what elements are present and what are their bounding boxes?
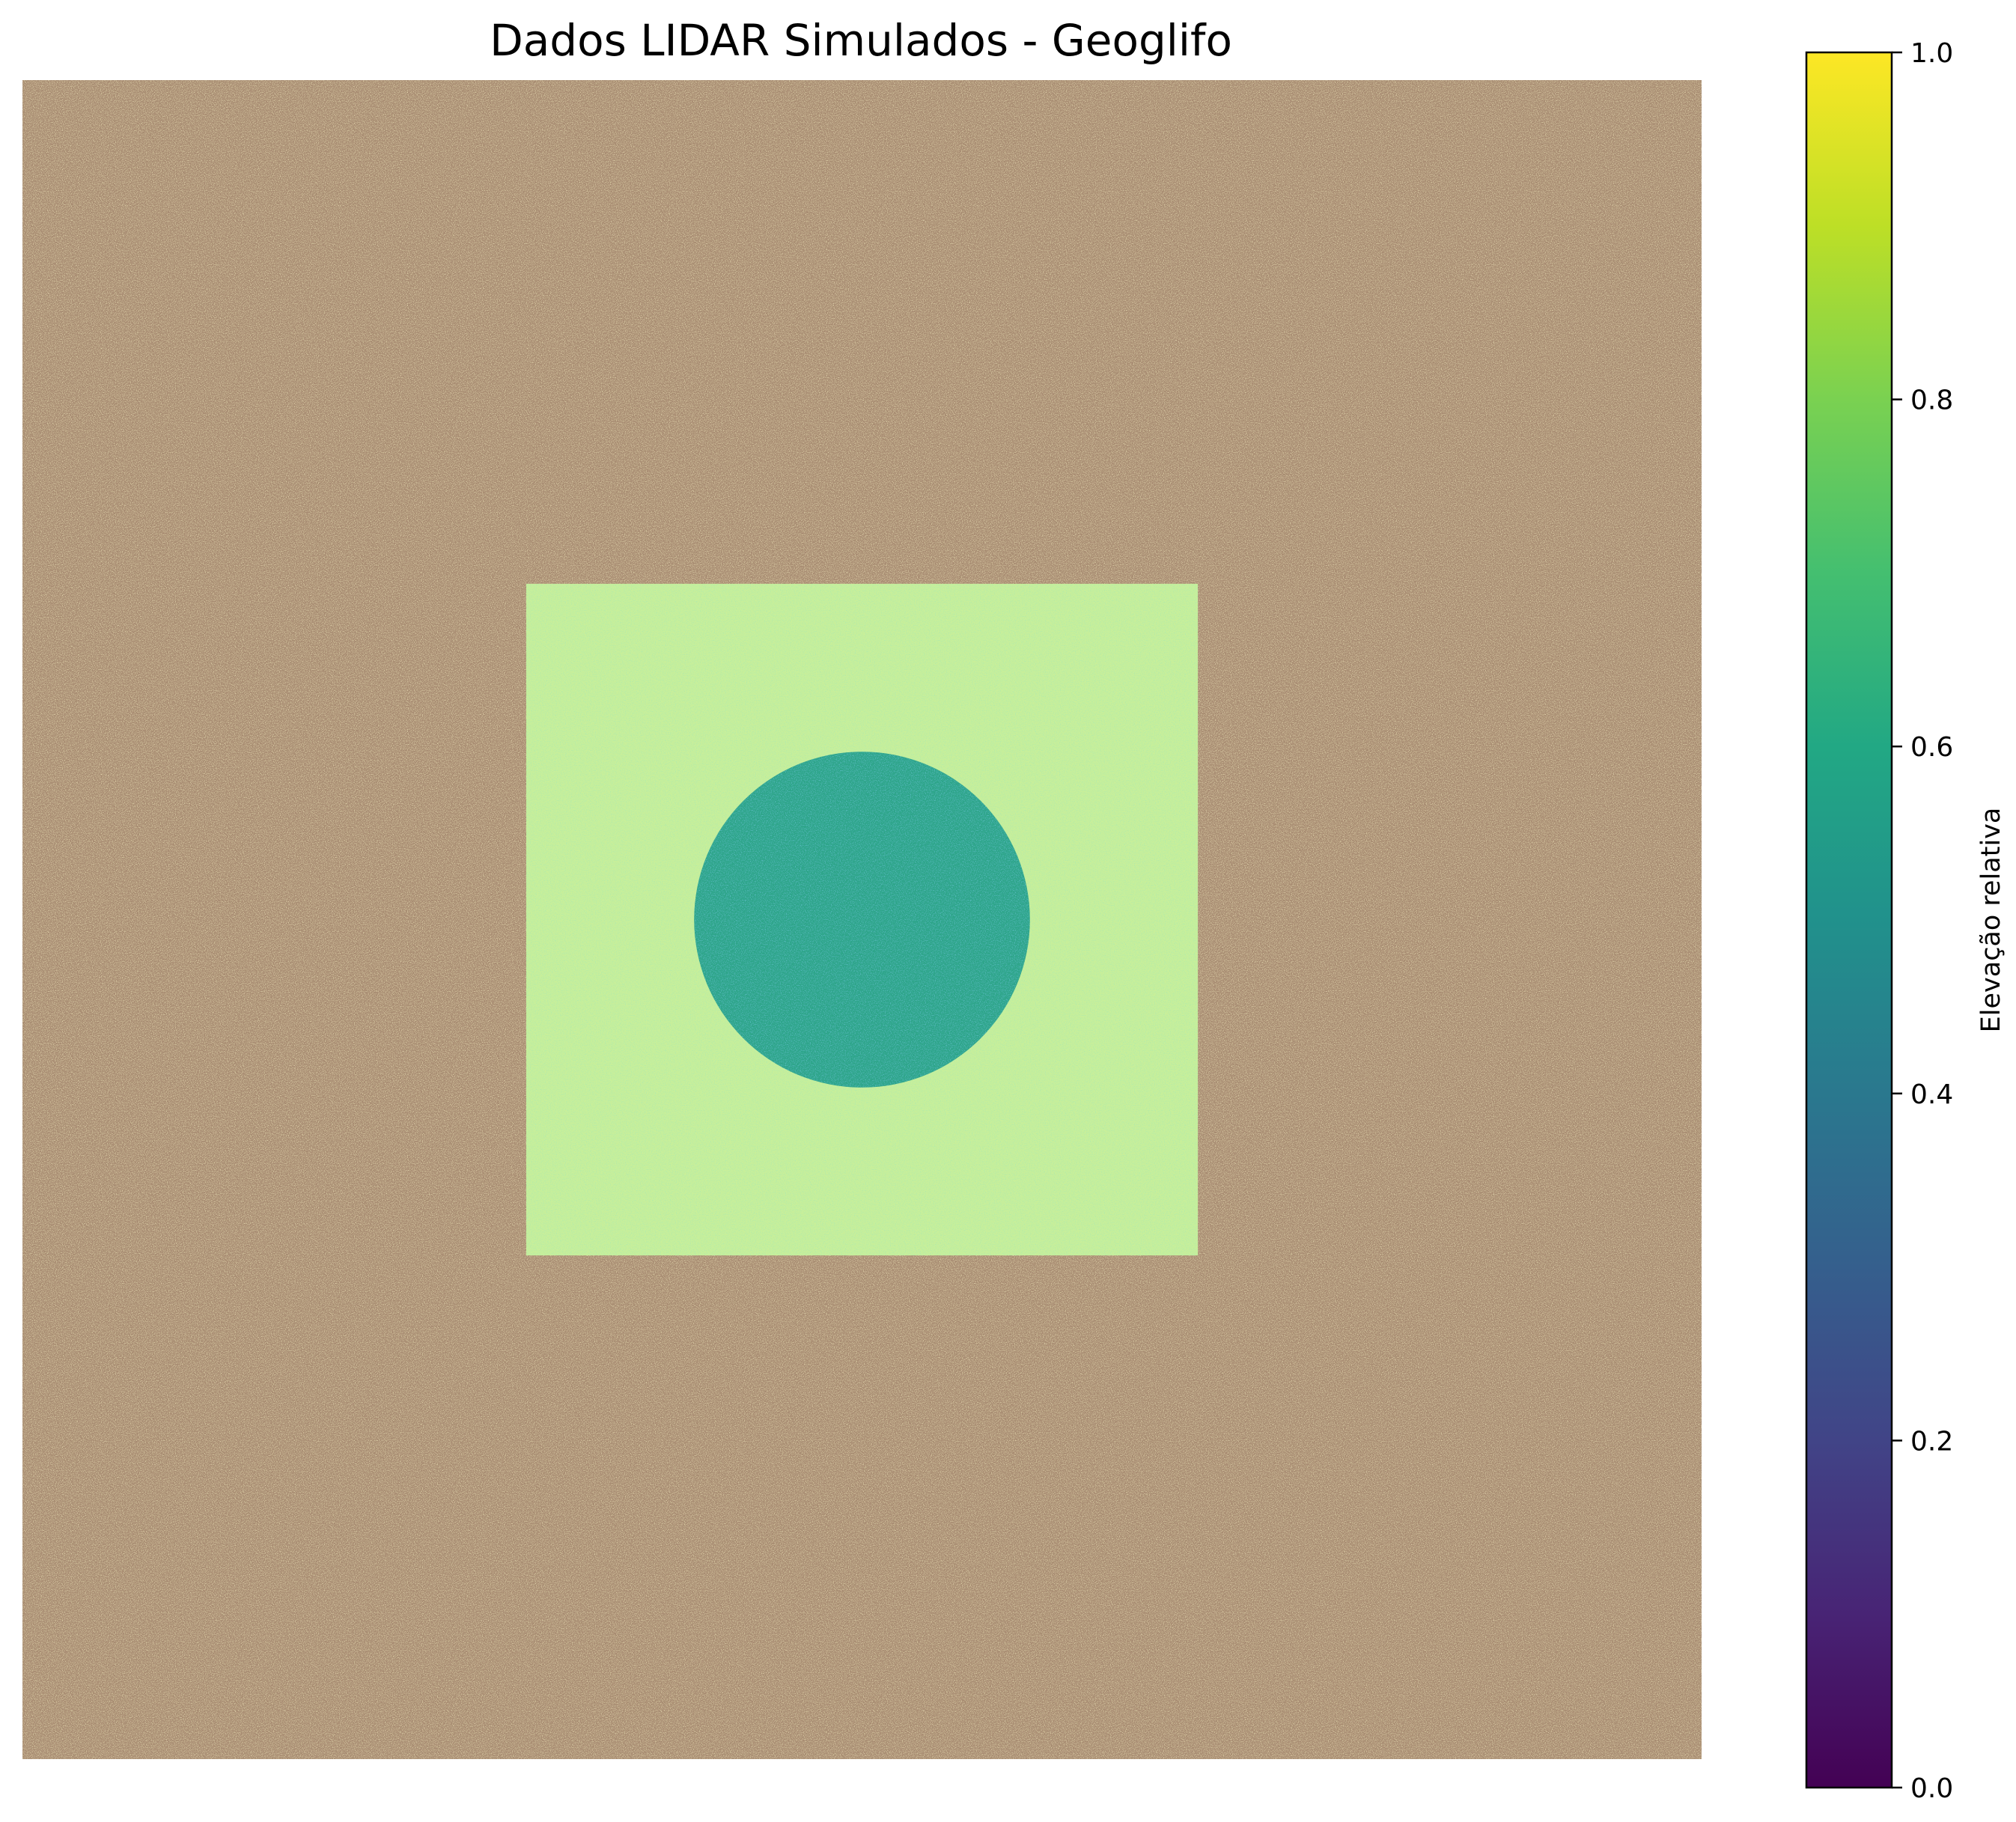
chart-title: Dados LIDAR Simulados - Geoglifo [490,15,1232,66]
colorbar-tick-label: 1.0 [1910,38,1953,69]
colorbar-frame [1805,51,1893,1789]
colorbar-tick-label: 0.6 [1910,732,1953,763]
colorbar-gradient [1806,52,1892,1788]
geoglyph-disc [694,752,1030,1088]
heatmap-image [22,80,1702,1759]
colorbar-tick-label: 0.0 [1910,1773,1953,1804]
colorbar-tick-label: 0.8 [1910,386,1953,416]
colorbar: 0.0 0.2 0.4 0.6 0.8 1.0 Elevação relativa [1805,38,2006,1804]
colorbar-tick-label: 0.4 [1910,1079,1953,1110]
colorbar-label: Elevação relativa [1976,808,2006,1033]
colorbar-tick-label: 0.2 [1910,1426,1953,1457]
colorbar-ticks: 0.0 0.2 0.4 0.6 0.8 1.0 [1892,38,1953,1804]
